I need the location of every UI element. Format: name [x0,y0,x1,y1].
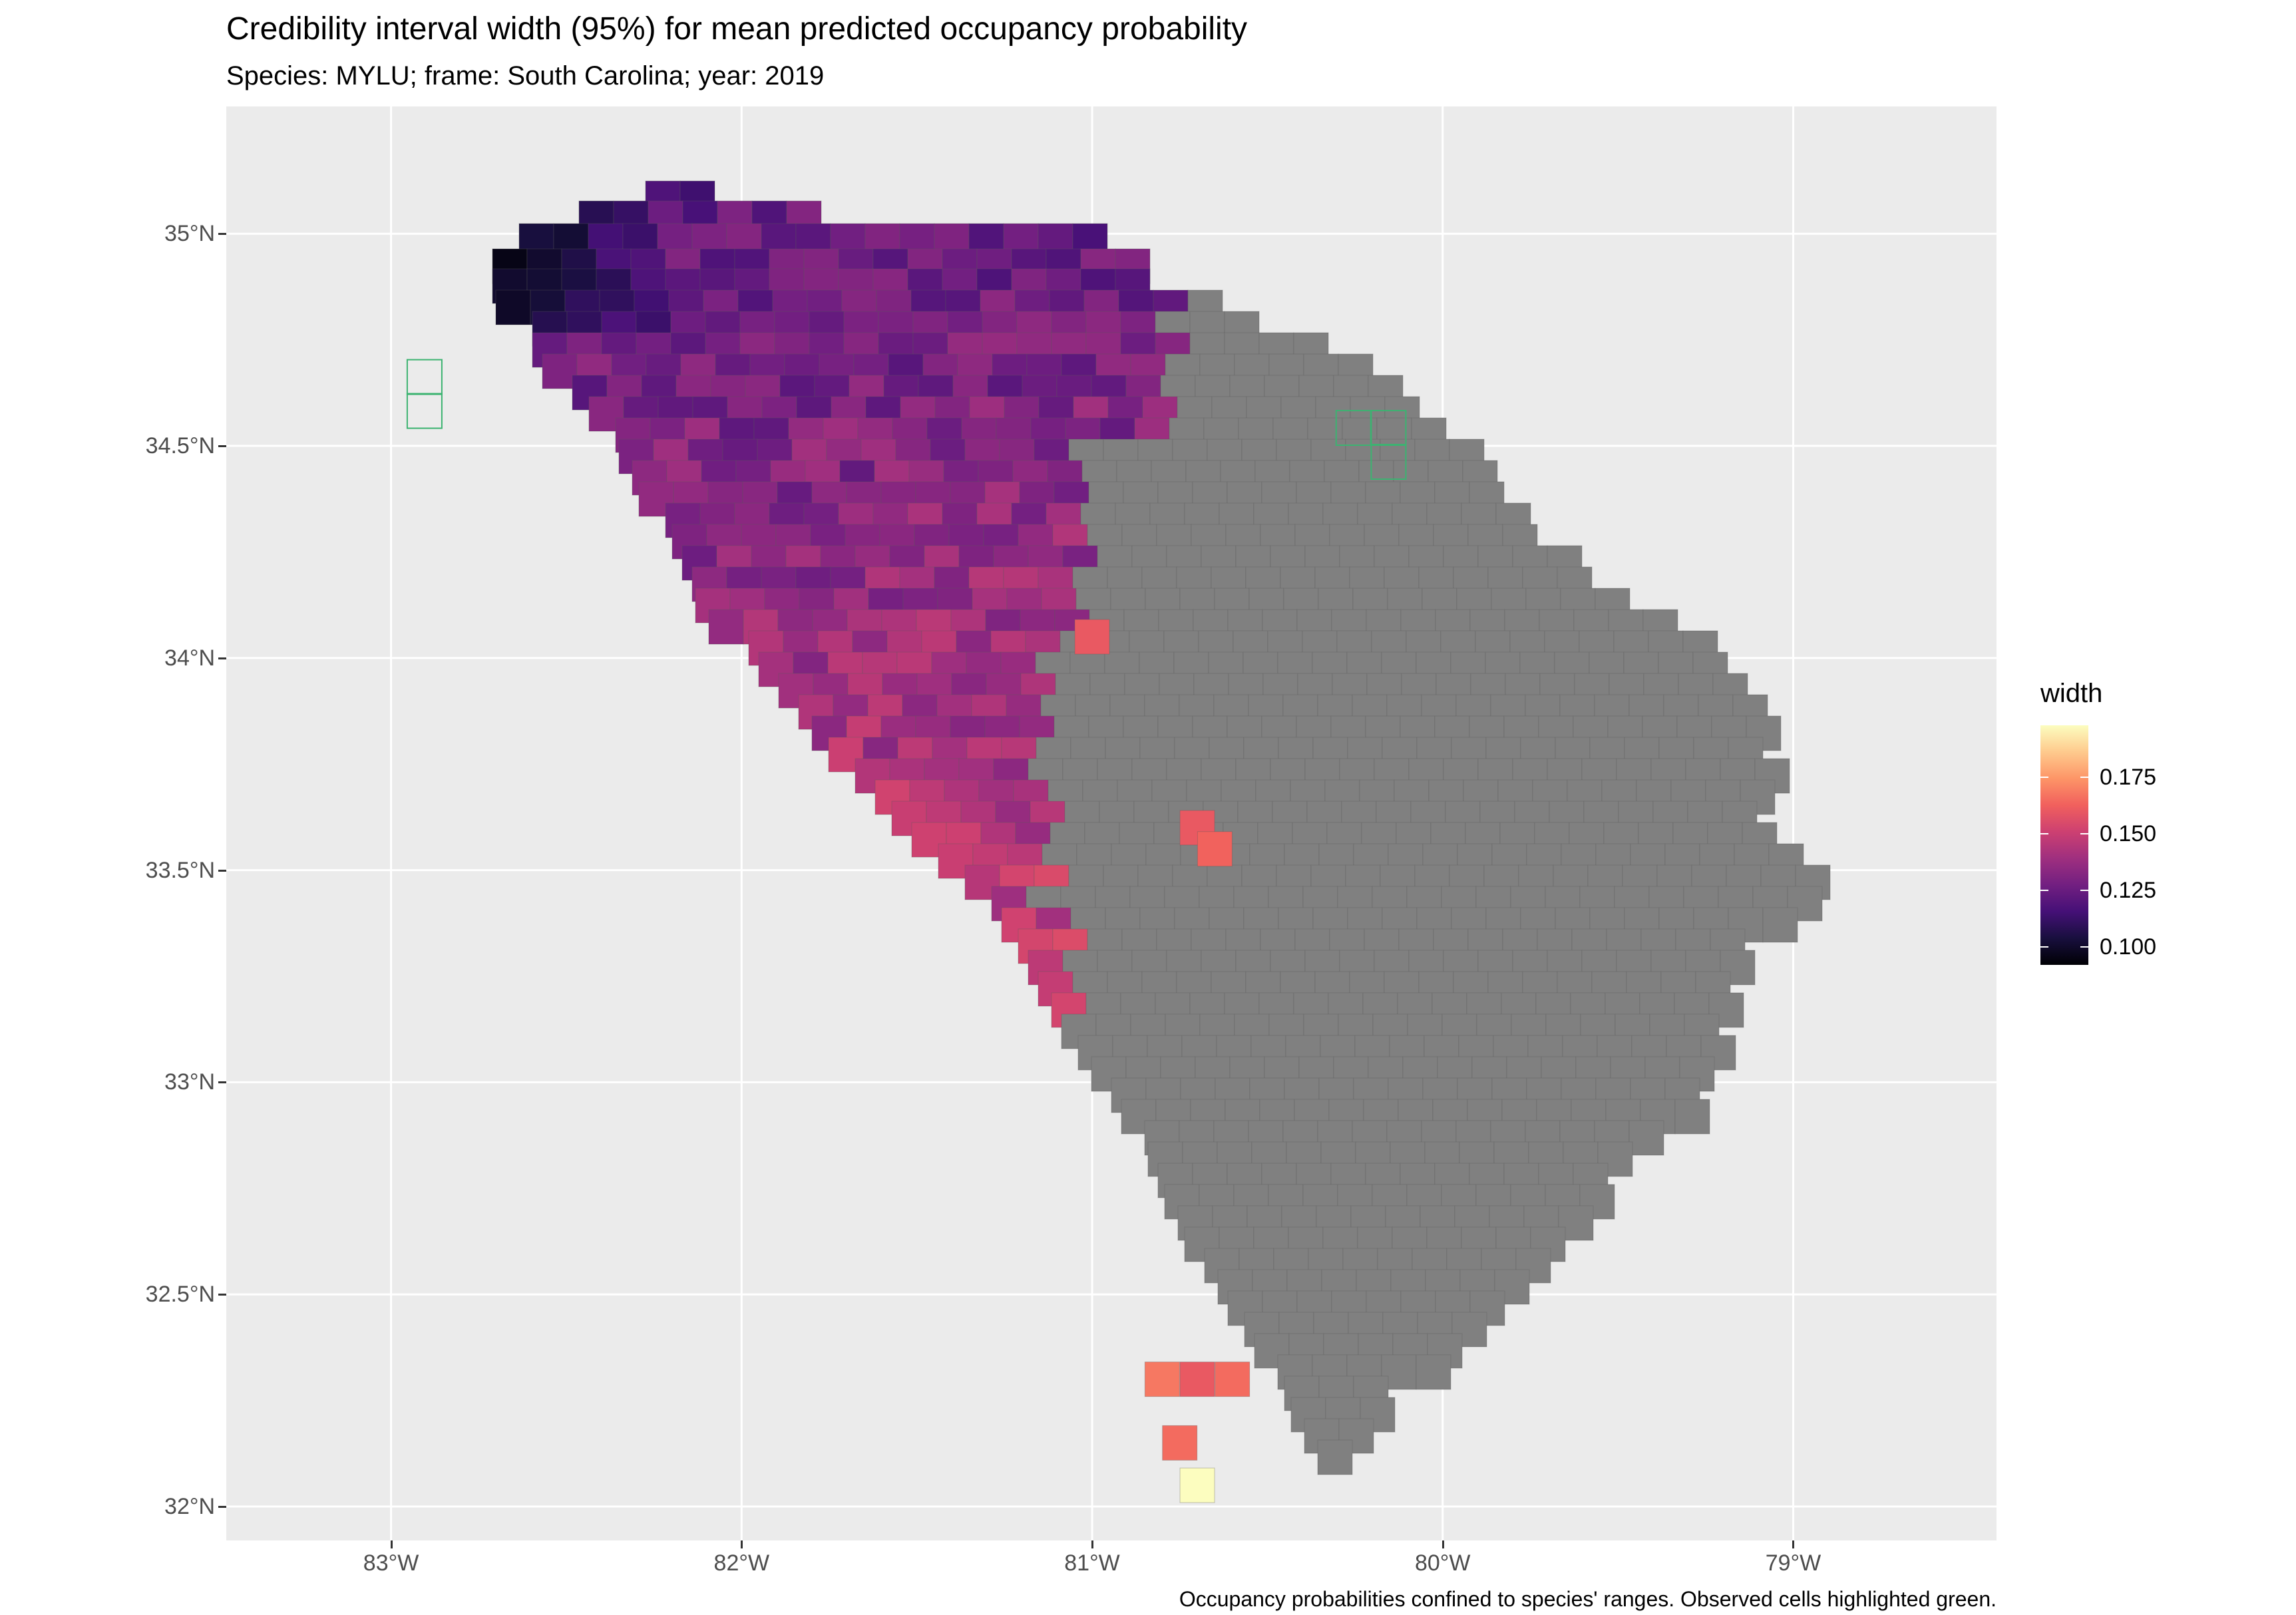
y-tick-mark [218,1081,226,1084]
observed-cell-outline [406,393,443,429]
map-cell [1469,1290,1505,1326]
x-tick-label: 80°W [1414,1550,1471,1576]
observed-cell-outline [1335,410,1372,447]
map-cell [1416,1354,1451,1390]
map-cell [1674,1099,1710,1135]
x-tick-mark [741,1540,743,1548]
x-tick-mark [390,1540,393,1548]
legend-tick-mark [2040,833,2048,835]
map-cell-highlight [1179,1467,1215,1503]
x-tick-label: 79°W [1765,1550,1821,1576]
legend-tick-label: 0.100 [2100,934,2157,960]
x-tick-label: 82°W [713,1550,770,1576]
y-tick-label: 35°N [164,221,215,247]
y-tick-mark [218,1294,226,1296]
y-tick-mark [218,657,226,659]
legend-tick-mark [2080,889,2088,891]
legend-tick-mark [2080,946,2088,948]
y-tick-mark [218,1505,226,1508]
y-tick-mark [218,869,226,872]
map-cell-highlight [1144,1361,1180,1397]
map-cell-highlight [1179,1361,1215,1397]
legend-tick-mark [2080,777,2088,779]
observed-cell-outline [1370,444,1407,480]
chart-title: Credibility interval width (95%) for mea… [226,11,1248,47]
legend-tick-label: 0.175 [2100,765,2157,791]
legend-tick-mark [2040,777,2048,779]
map-cell-highlight [1215,1361,1250,1397]
y-tick-label: 33.5°N [145,857,215,883]
chart-caption: Occupancy probabilities confined to spec… [1179,1587,1997,1611]
y-tick-label: 34.5°N [145,433,215,459]
occupancy-map [226,106,1997,1540]
map-cell-highlight [1162,1425,1198,1461]
x-tick-label: 83°W [363,1550,419,1576]
legend-tick-mark [2040,946,2048,948]
chart-subtitle: Species: MYLU; frame: South Carolina; ye… [226,61,825,90]
x-tick-mark [1792,1540,1795,1548]
map-panel [226,106,1997,1540]
map-cell [495,289,531,325]
observed-cell-outline [406,359,443,395]
y-tick-label: 32°N [164,1493,215,1519]
x-tick-mark [1091,1540,1094,1548]
legend-tick-mark [2080,833,2088,835]
legend-colorbar [2040,725,2088,965]
x-tick-mark [1441,1540,1444,1548]
y-tick-label: 32.5°N [145,1282,215,1308]
y-tick-mark [218,445,226,448]
map-cell [1317,1439,1353,1475]
x-tick-label: 81°W [1064,1550,1120,1576]
map-cell [708,609,744,645]
legend-tick-label: 0.150 [2100,821,2157,847]
y-tick-label: 34°N [164,645,215,671]
y-tick-label: 33°N [164,1069,215,1095]
map-cell [1628,1120,1664,1156]
y-tick-mark [218,233,226,236]
map-cell [542,353,578,389]
legend-tick-mark [2040,889,2048,891]
map-cell [1762,907,1798,943]
legend-tick-label: 0.125 [2100,877,2157,903]
legend-title: width [2040,679,2103,708]
map-cell-highlight [1074,619,1110,655]
map-cell-highlight [1197,831,1233,867]
